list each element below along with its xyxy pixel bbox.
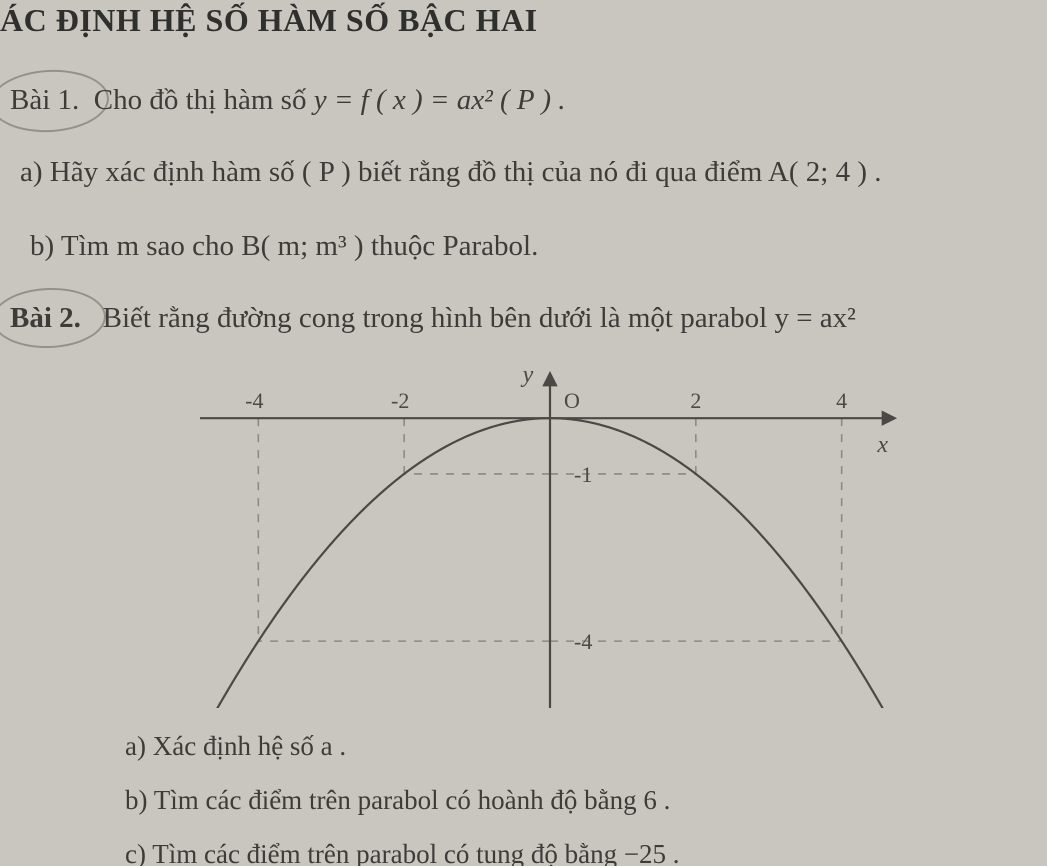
- page-root: ÁC ĐỊNH HỆ SỐ HÀM SỐ BẬC HAI Bài 1. Cho …: [0, 0, 1047, 866]
- svg-text:-4: -4: [245, 388, 263, 413]
- bai1a-text: a) Hãy xác định hàm số ( P ) biết rằng đ…: [20, 156, 881, 188]
- bai2c-text: c) Tìm các điểm trên parabol có tung độ …: [125, 839, 680, 866]
- svg-text:O: O: [564, 388, 580, 413]
- chart-svg: -4 -2 O 2 4 -1 -4 y x: [200, 368, 900, 708]
- bai2a-text: a) Xác định hệ số a .: [125, 731, 346, 761]
- bai1-text: Cho đồ thị hàm số: [94, 84, 314, 116]
- bai1b-line: b) Tìm m sao cho B( m; m³ ) thuộc Parabo…: [30, 226, 538, 267]
- svg-text:-4: -4: [574, 629, 592, 654]
- svg-text:4: 4: [836, 388, 847, 413]
- bai1-line: Bài 1. Cho đồ thị hàm số y = f ( x ) = a…: [10, 80, 566, 121]
- svg-text:x: x: [876, 432, 888, 458]
- bai1b-text: b) Tìm m sao cho B( m; m³ ) thuộc Parabo…: [30, 230, 538, 262]
- bai2b-text: b) Tìm các điểm trên parabol có hoành độ…: [125, 785, 670, 815]
- bai2b-line: b) Tìm các điểm trên parabol có hoành độ…: [125, 782, 670, 820]
- bai1-label: Bài 1.: [10, 84, 79, 116]
- bai2-line: Bài 2. Biết rằng đường cong trong hình b…: [10, 298, 856, 339]
- bai2-text: Biết rằng đường cong trong hình bên dưới…: [103, 302, 856, 334]
- parabola-chart: -4 -2 O 2 4 -1 -4 y x: [200, 368, 900, 708]
- page-heading: ÁC ĐỊNH HỆ SỐ HÀM SỐ BẬC HAI: [0, 2, 538, 39]
- bai1a-line: a) Hãy xác định hàm số ( P ) biết rằng đ…: [20, 152, 881, 193]
- svg-text:y: y: [521, 368, 534, 388]
- bai1-formula: y = f ( x ) = ax² ( P ) .: [314, 84, 566, 116]
- bai2c-line: c) Tìm các điểm trên parabol có tung độ …: [125, 836, 680, 866]
- bai2a-line: a) Xác định hệ số a .: [125, 728, 346, 766]
- svg-text:2: 2: [690, 388, 701, 413]
- svg-text:-1: -1: [574, 462, 592, 487]
- svg-text:-2: -2: [391, 388, 409, 413]
- bai2-label: Bài 2.: [10, 302, 81, 334]
